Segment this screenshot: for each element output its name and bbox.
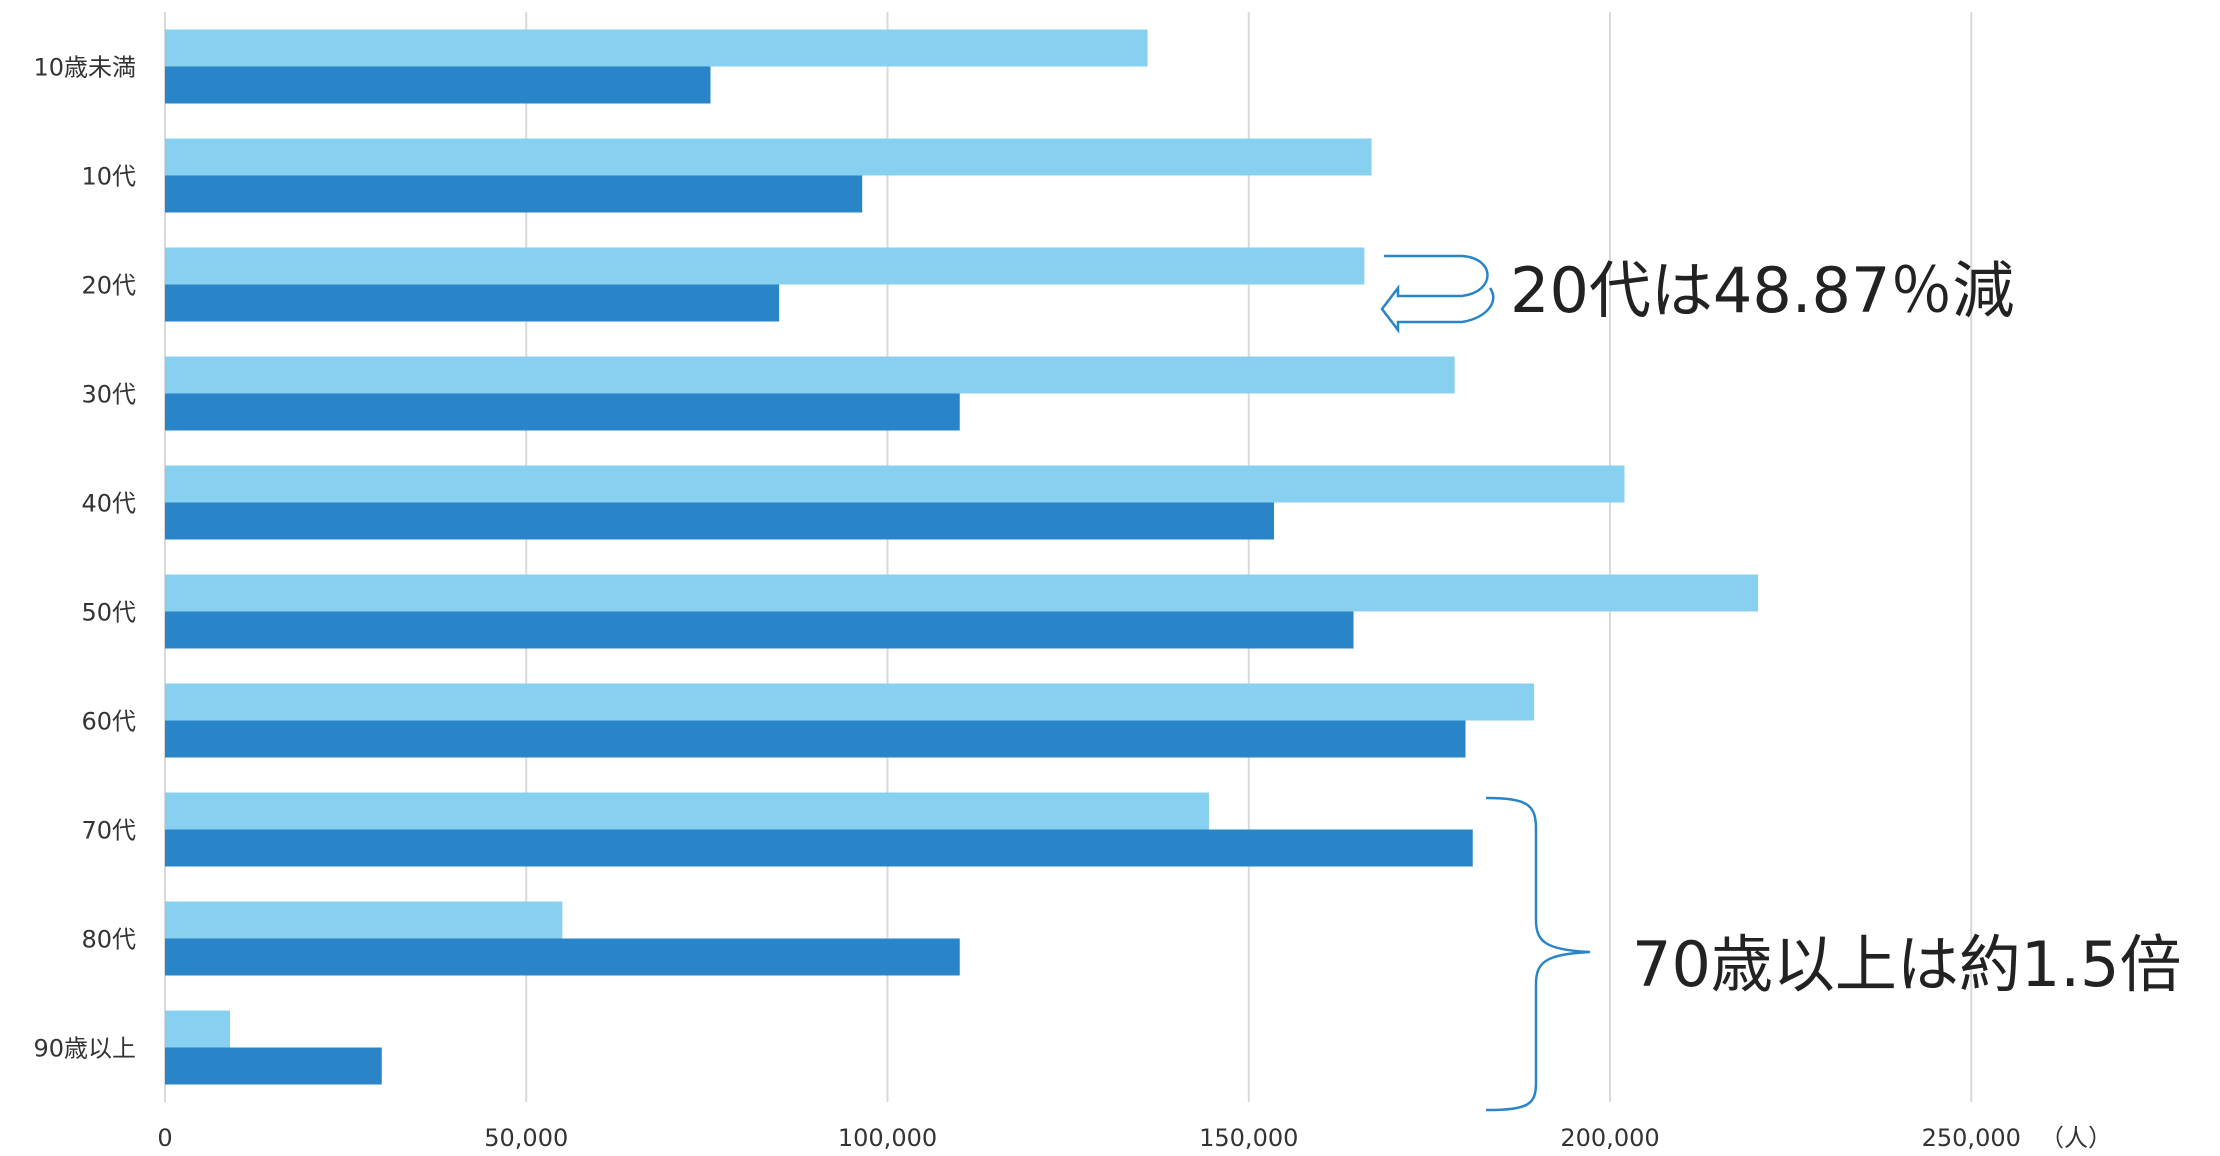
bars [165, 29, 1759, 1085]
bar-series-2 [165, 284, 780, 322]
bar-series-2 [165, 829, 1473, 867]
bar-series-1 [165, 356, 1455, 394]
x-tick-labels: 0 50,000 100,000 150,000 200,000 250,000 [157, 1124, 2021, 1152]
bar-series-1 [165, 1010, 231, 1048]
bar-series-2 [165, 175, 863, 213]
category-label: 50代 [81, 599, 136, 627]
category-label: 30代 [81, 381, 136, 409]
category-label: 20代 [81, 272, 136, 300]
annotation-70plus-increase: 70歳以上は約1.5倍 [1632, 928, 2182, 1001]
bar-series-2 [165, 393, 960, 431]
bar-series-1 [165, 901, 563, 939]
x-tick-label: 200,000 [1560, 1124, 1659, 1152]
category-label: 90歳以上 [33, 1035, 136, 1063]
curly-brace-icon [1485, 796, 1591, 1112]
x-tick-label: 150,000 [1199, 1124, 1298, 1152]
bar-series-2 [165, 720, 1466, 758]
category-labels: 10歳未満 10代 20代 30代 40代 50代 60代 70代 80代 90歳以上 [33, 54, 136, 1063]
category-label: 40代 [81, 490, 136, 518]
decrease-arrow-icon [1380, 254, 1495, 334]
bar-series-1 [165, 138, 1372, 176]
bar-series-1 [165, 29, 1148, 67]
bar-series-2 [165, 1047, 382, 1085]
category-label: 10歳未満 [33, 54, 136, 82]
category-label: 60代 [81, 708, 136, 736]
x-tick-label: 0 [157, 1124, 172, 1152]
annotation-20s-decrease: 20代は48.87％減 [1510, 254, 2014, 327]
bar-series-2 [165, 938, 960, 976]
bar-series-1 [165, 465, 1625, 503]
bar-series-1 [165, 574, 1759, 612]
bar-series-2 [165, 611, 1354, 649]
x-tick-label: 50,000 [484, 1124, 568, 1152]
x-tick-label: 100,000 [838, 1124, 937, 1152]
category-label: 70代 [81, 817, 136, 845]
bar-series-2 [165, 66, 711, 104]
category-label: 80代 [81, 926, 136, 954]
category-label: 10代 [81, 163, 136, 191]
bar-series-1 [165, 792, 1210, 830]
x-axis-unit: （人） [2040, 1124, 2112, 1152]
bar-series-1 [165, 683, 1535, 721]
x-tick-label: 250,000 [1922, 1124, 2021, 1152]
bar-series-1 [165, 247, 1365, 285]
bar-series-2 [165, 502, 1275, 540]
